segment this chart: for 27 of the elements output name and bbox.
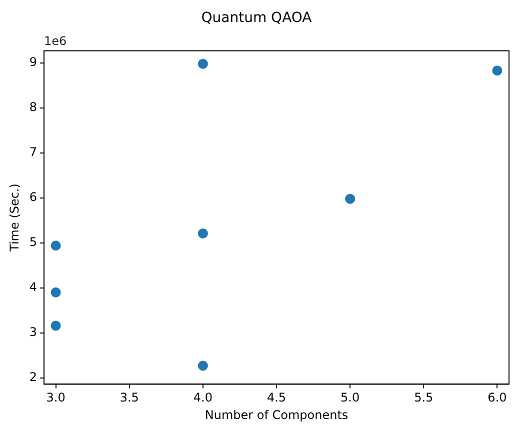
y-axis-title: Time (Sec.) xyxy=(7,184,22,252)
point xyxy=(50,287,61,298)
y-tick-label: 2 xyxy=(29,370,38,384)
x-tick-label: 5.0 xyxy=(340,390,360,405)
x-tick-label: 4.5 xyxy=(266,390,286,405)
y-tick-label: 6 xyxy=(29,190,38,204)
x-tick-label: 3.0 xyxy=(46,390,66,405)
y-tick-label: 3 xyxy=(29,325,38,340)
point xyxy=(198,228,208,238)
point xyxy=(198,360,208,371)
y-tick-label: 8 xyxy=(29,100,38,114)
x-axis-title: Number of Components xyxy=(204,408,348,422)
point xyxy=(345,194,356,204)
point xyxy=(492,66,502,76)
chart-title: Quantum QAOA xyxy=(201,10,312,26)
text: 1e6 xyxy=(44,34,67,48)
x-tick-label: 5.5 xyxy=(414,390,434,405)
point xyxy=(50,240,61,251)
y-tick-label: 4 xyxy=(29,280,38,294)
x-tick-label: 3.5 xyxy=(120,390,139,405)
x-tick-label: 4.0 xyxy=(193,390,212,405)
point xyxy=(198,58,208,69)
point xyxy=(50,320,61,331)
y-tick-label: 9 xyxy=(29,55,38,70)
x-tick-label: 6.0 xyxy=(488,390,507,405)
y-tick-label: 5 xyxy=(29,235,38,250)
y-tick-label: 7 xyxy=(29,145,38,160)
